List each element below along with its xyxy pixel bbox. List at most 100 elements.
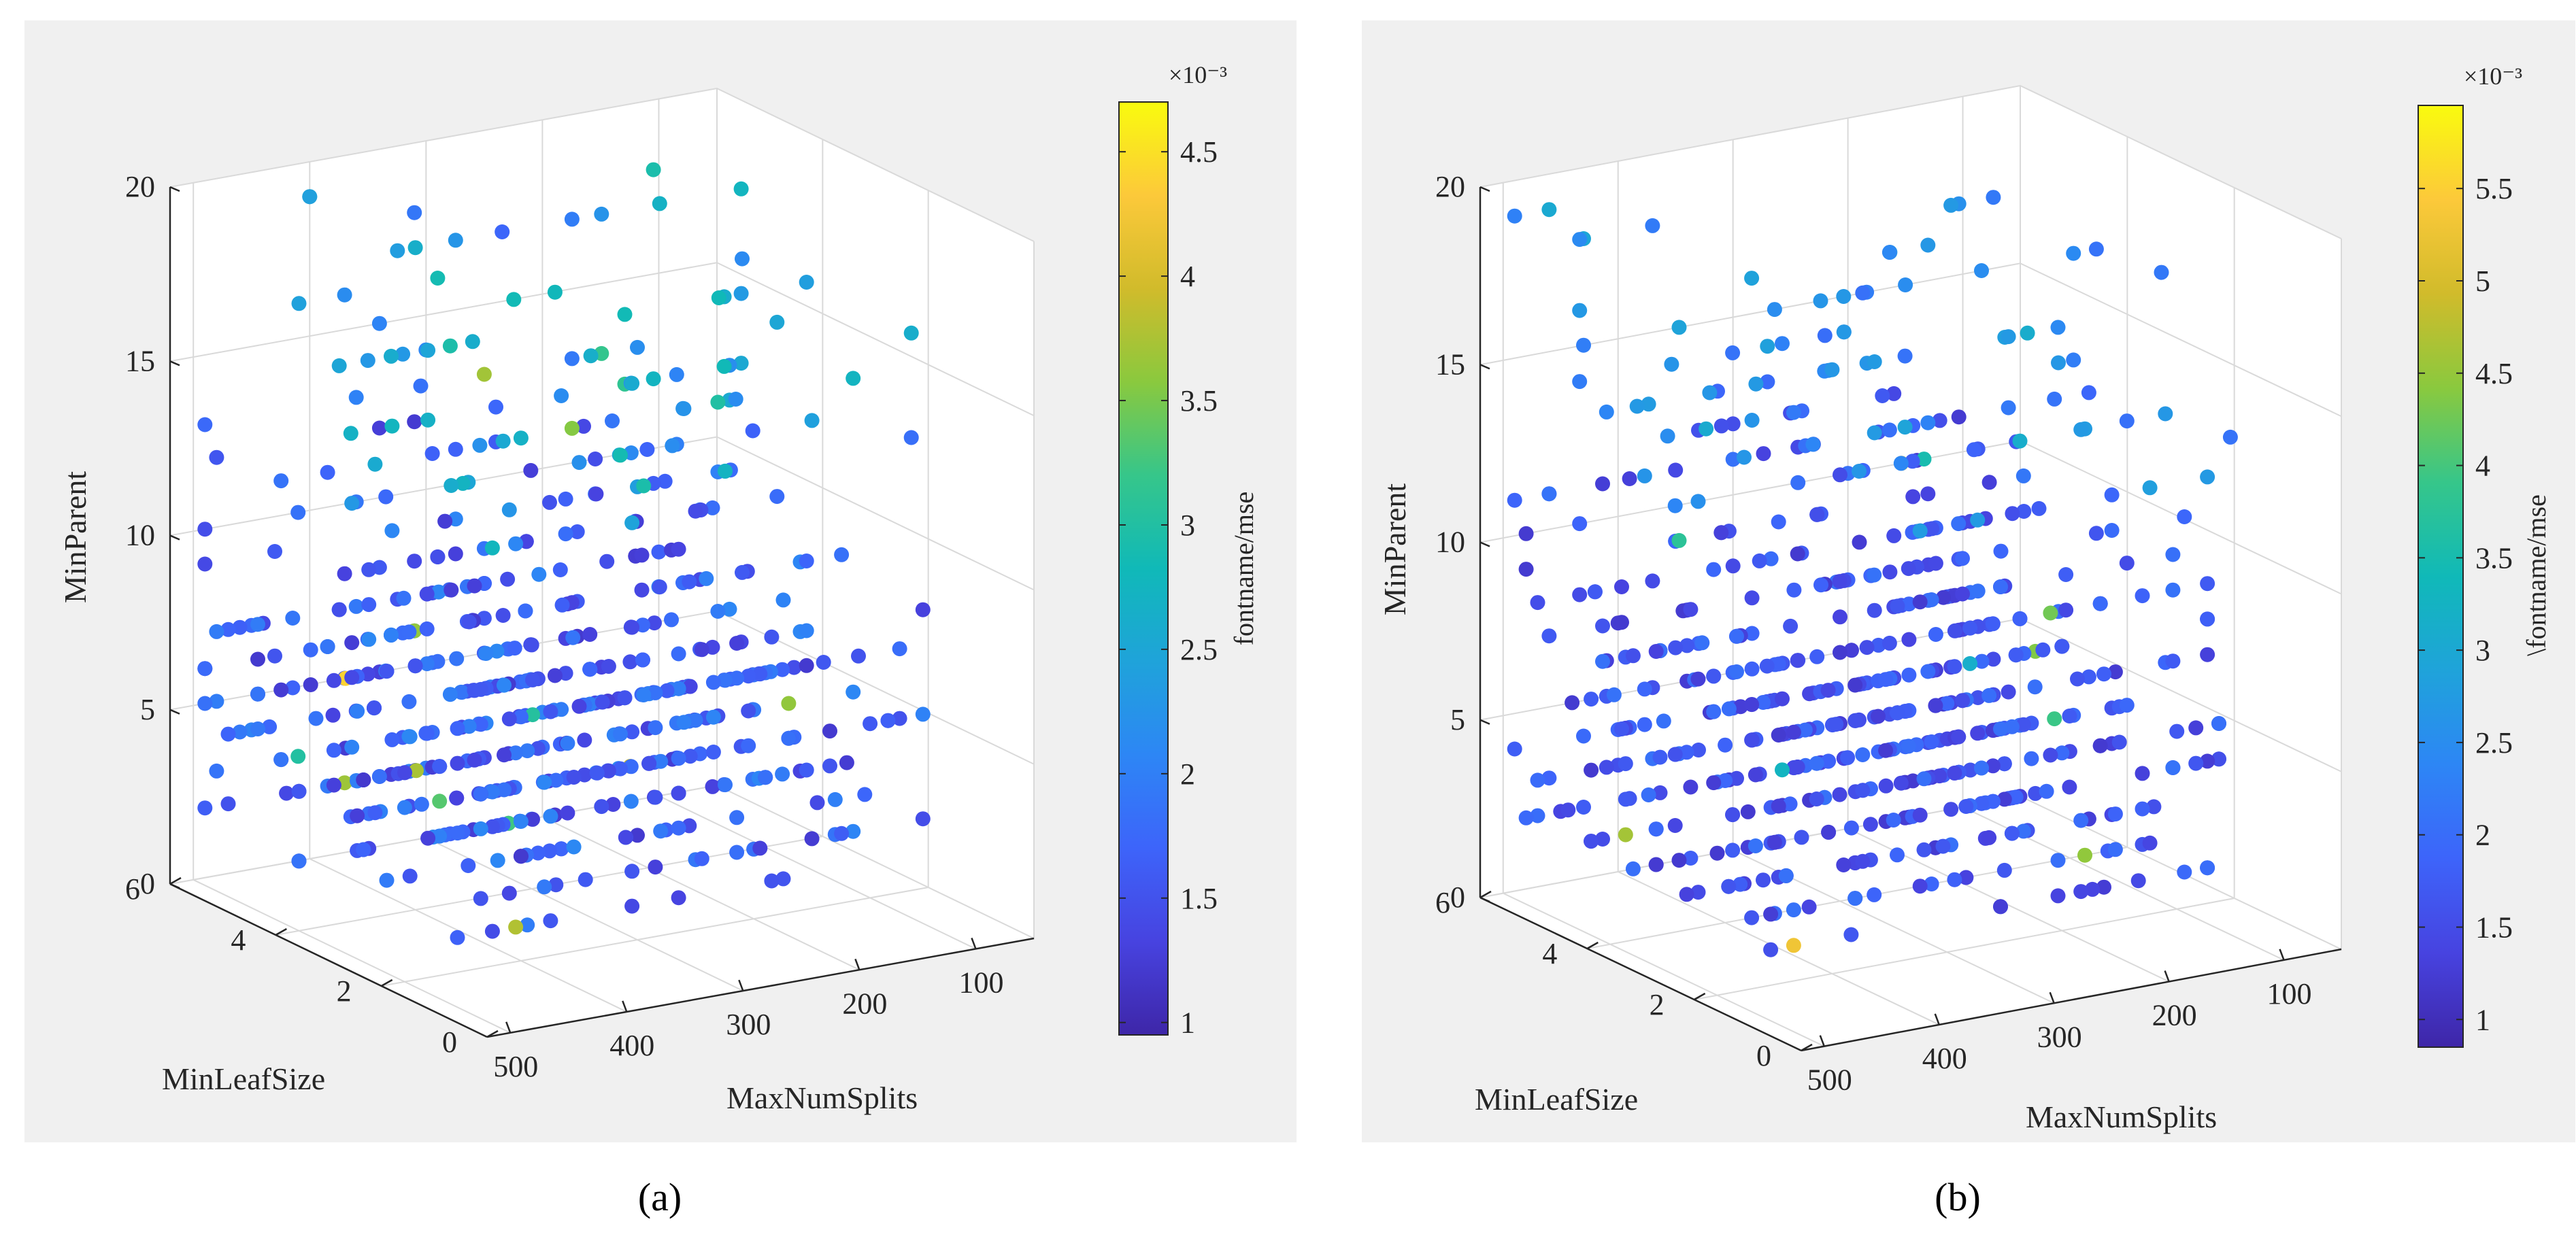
scatter-point: [407, 554, 422, 569]
scatter-point: [209, 694, 224, 709]
scatter-point: [1843, 927, 1859, 942]
scatter-point: [1614, 579, 1629, 594]
scatter-point: [694, 851, 709, 866]
scatter-point: [1786, 938, 1801, 953]
scatter-point: [1871, 709, 1886, 724]
scatter-point: [1683, 602, 1699, 617]
scatter-point: [639, 442, 655, 457]
scatter-point: [1878, 672, 1894, 687]
z-tick-mark: [1479, 186, 1490, 192]
scatter-point: [285, 611, 301, 626]
scatter-point: [1912, 879, 1928, 894]
scatter-point: [781, 696, 797, 711]
scatter-point: [1629, 398, 1645, 414]
scatter-point: [2107, 664, 2123, 680]
scatter-point: [478, 646, 494, 661]
scatter-point: [518, 603, 533, 619]
scatter-point: [605, 797, 621, 812]
scatter-point: [624, 619, 640, 635]
scatter-point: [2015, 823, 2031, 839]
scatter-point: [1970, 583, 1986, 599]
scatter-point: [1817, 328, 1833, 343]
scatter-point: [729, 636, 745, 651]
scatter-point: [1833, 645, 1847, 660]
scatter-point: [1690, 494, 1706, 509]
scatter-point: [371, 316, 387, 331]
scatter-point: [473, 681, 488, 697]
scatter-point: [671, 751, 686, 766]
scatter-point: [448, 546, 463, 562]
scatter-point: [2177, 509, 2192, 524]
scatter-point: [752, 840, 768, 856]
scatter-point: [1622, 471, 1637, 486]
scatter-point: [1951, 409, 1967, 425]
scatter-point: [343, 426, 358, 441]
scatter-point: [1970, 512, 1986, 528]
scatter-point: [1664, 356, 1679, 372]
scatter-point: [2169, 723, 2185, 739]
scatter-point: [197, 556, 213, 572]
scatter-point: [1733, 876, 1748, 892]
scatter-point: [1744, 910, 1760, 925]
scatter-point: [1993, 721, 2008, 736]
scatter-point: [1679, 638, 1695, 653]
y-axis-line: [1479, 896, 1802, 1052]
y-tick-label: 6: [125, 872, 140, 906]
scatter-point: [1871, 637, 1886, 653]
scatter-point: [450, 825, 465, 841]
z-tick-mark: [169, 883, 180, 889]
scatter-point: [344, 670, 360, 685]
scatter-point: [542, 494, 557, 510]
z-tick-mark: [1479, 364, 1490, 370]
scatter-point: [834, 547, 850, 562]
scatter-point: [1974, 263, 1989, 278]
scatter-point: [419, 586, 435, 602]
caption-b: (b): [1935, 1175, 1981, 1219]
scatter-point: [1786, 582, 1802, 598]
z-tick-label: 20: [125, 170, 155, 203]
scatter-point: [733, 356, 749, 371]
scatter-point: [291, 783, 307, 799]
scatter-point: [1572, 587, 1588, 602]
scatter-point: [395, 346, 411, 362]
scatter-point: [2050, 320, 2066, 335]
scatter-point: [1625, 861, 1641, 876]
scatter-point: [775, 766, 790, 782]
scatter-point: [2047, 711, 2062, 727]
scatter-point: [331, 602, 347, 617]
scatter-point: [2092, 738, 2108, 753]
scatter-point: [589, 765, 605, 781]
scatter-point: [437, 513, 453, 529]
scatter-point: [1809, 649, 1825, 664]
scatter-point: [1771, 514, 1786, 530]
scatter-point: [520, 917, 535, 933]
scatter-point: [2200, 469, 2215, 485]
scatter-point: [273, 682, 289, 698]
scatter-point: [1821, 824, 1837, 840]
scatter-point: [1690, 671, 1706, 687]
scatter-point: [1645, 573, 1660, 589]
scatter-point: [484, 819, 500, 834]
panel-b-colorbar: ×10⁻³ 1 1.5 2 2.5 3 3.5 4 4.5 5 5.5 \fontname/mse: [2418, 63, 2552, 1048]
scatter-point: [1656, 713, 1671, 729]
scatter-point: [1898, 277, 1913, 292]
scatter-point: [1840, 750, 1856, 766]
scatter-point: [1867, 354, 1882, 369]
scatter-point: [449, 651, 465, 666]
scatter-point: [501, 711, 517, 727]
scatter-point: [816, 655, 831, 670]
scatter-point: [467, 578, 482, 594]
scatter-point: [605, 413, 620, 428]
scatter-point: [1962, 655, 1978, 671]
scatter-point: [569, 524, 585, 539]
scatter-point: [624, 864, 640, 879]
y-tick-mark: [486, 1029, 499, 1038]
z-tick-label: 15: [1435, 347, 1465, 381]
scatter-point: [291, 853, 307, 869]
scatter-point: [799, 762, 814, 778]
scatter-point: [1986, 190, 2001, 205]
scatter-point: [1901, 738, 1916, 754]
scatter-point: [378, 489, 394, 505]
scatter-point: [1767, 302, 1782, 318]
scatter-point: [1951, 729, 1967, 745]
